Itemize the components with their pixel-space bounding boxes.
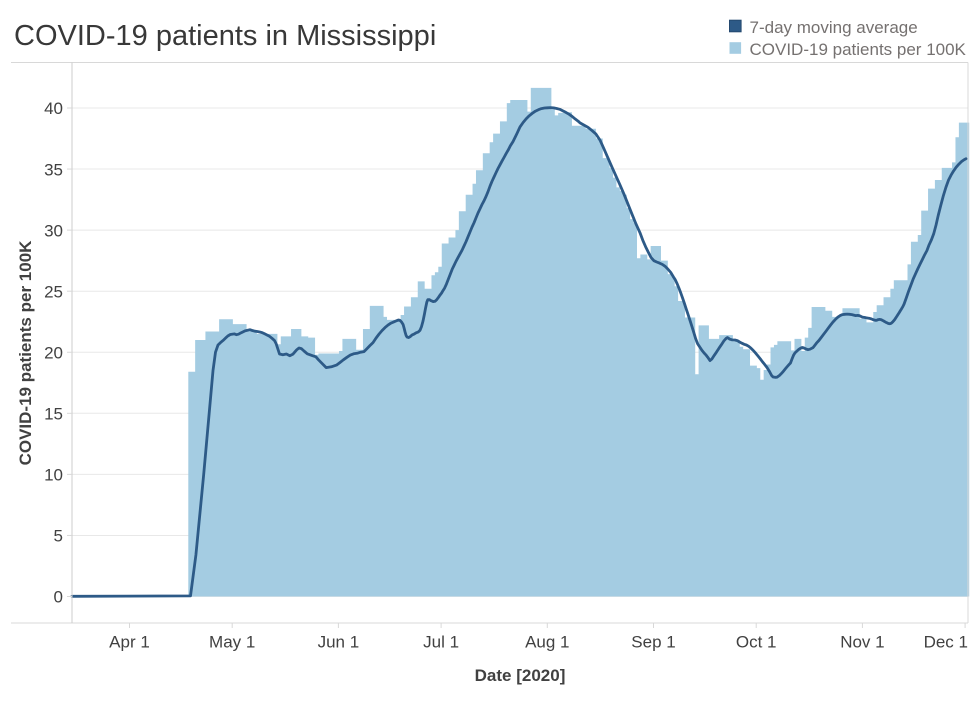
svg-text:15: 15 bbox=[44, 405, 63, 424]
svg-text:25: 25 bbox=[44, 282, 63, 301]
svg-text:35: 35 bbox=[44, 160, 63, 179]
svg-text:May 1: May 1 bbox=[209, 633, 255, 652]
svg-text:0: 0 bbox=[54, 588, 63, 607]
svg-text:Oct 1: Oct 1 bbox=[736, 633, 777, 652]
svg-text:Aug 1: Aug 1 bbox=[525, 633, 569, 652]
svg-text:COVID-19 patients per 100K: COVID-19 patients per 100K bbox=[16, 240, 35, 466]
svg-text:Dec 1: Dec 1 bbox=[924, 633, 968, 652]
svg-text:10: 10 bbox=[44, 466, 63, 485]
svg-text:7-day moving average: 7-day moving average bbox=[750, 18, 918, 37]
svg-text:Apr 1: Apr 1 bbox=[109, 633, 150, 652]
svg-text:5: 5 bbox=[54, 527, 63, 546]
svg-text:20: 20 bbox=[44, 343, 63, 362]
svg-text:Date [2020]: Date [2020] bbox=[475, 666, 566, 685]
svg-text:30: 30 bbox=[44, 221, 63, 240]
svg-text:Jun 1: Jun 1 bbox=[318, 633, 360, 652]
svg-text:COVID-19 patients in Mississip: COVID-19 patients in Mississippi bbox=[14, 20, 436, 52]
svg-text:COVID-19 patients per 100K: COVID-19 patients per 100K bbox=[750, 40, 967, 59]
svg-text:Jul 1: Jul 1 bbox=[423, 633, 459, 652]
svg-text:Sep 1: Sep 1 bbox=[631, 633, 675, 652]
svg-text:Nov 1: Nov 1 bbox=[840, 633, 884, 652]
svg-text:40: 40 bbox=[44, 99, 63, 118]
